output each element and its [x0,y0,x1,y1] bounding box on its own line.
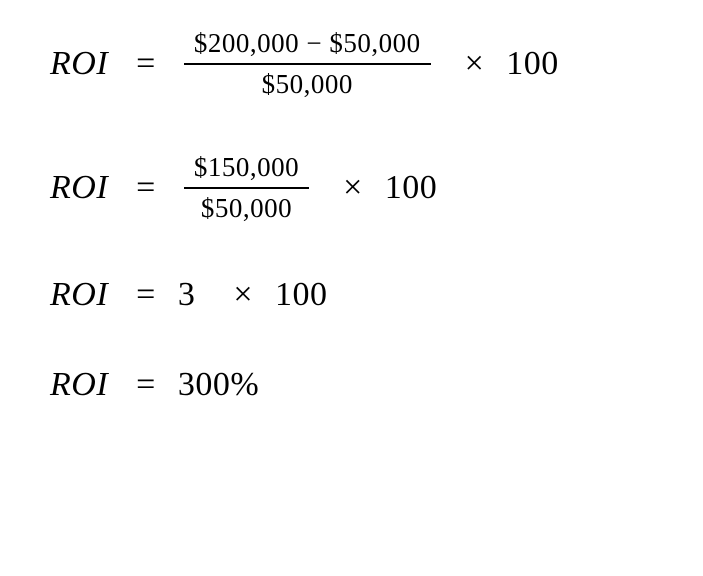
numerator-1-op: − [306,28,322,58]
numerator-2: $150,000 [184,154,309,189]
equals-sign: = [136,171,156,205]
equation-block: ROI = $200,000 − $50,000 $50,000 × 100 R… [0,0,703,432]
numerator-1: $200,000 − $50,000 [184,30,431,65]
times-sign: × [343,171,363,205]
roi-label: ROI [50,368,108,402]
roi-label: ROI [50,47,108,81]
equation-2: ROI = $150,000 $50,000 × 100 [50,154,663,222]
hundred: 100 [275,278,328,312]
equation-4: ROI = 300% [50,368,663,402]
three: 3 [178,278,196,312]
equals-sign: = [136,278,156,312]
times-sign: × [465,47,485,81]
result: 300% [178,368,259,402]
hundred: 100 [385,171,438,205]
equation-3: ROI = 3 × 100 [50,278,663,312]
denominator-1: $50,000 [252,65,363,98]
fraction-2: $150,000 $50,000 [184,154,309,222]
denominator-2: $50,000 [191,189,302,222]
equation-1: ROI = $200,000 − $50,000 $50,000 × 100 [50,30,663,98]
roi-label: ROI [50,171,108,205]
equals-sign: = [136,368,156,402]
times-sign: × [233,278,253,312]
numerator-1-right: $50,000 [329,28,420,58]
roi-label: ROI [50,278,108,312]
equals-sign: = [136,47,156,81]
numerator-1-left: $200,000 [194,28,299,58]
fraction-1: $200,000 − $50,000 $50,000 [184,30,431,98]
hundred: 100 [506,47,559,81]
